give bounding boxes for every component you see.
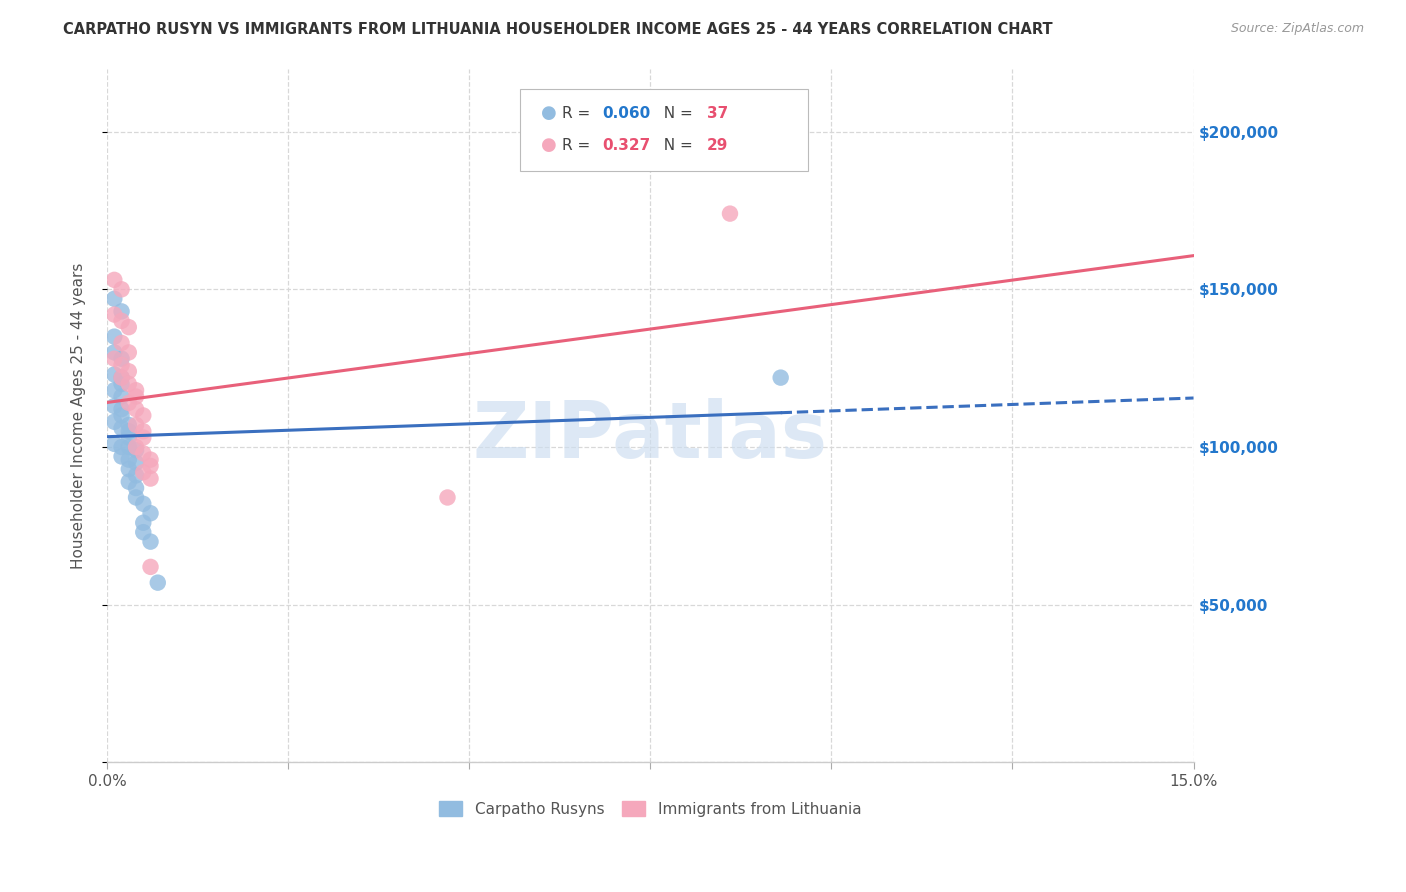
Point — [118, 364, 141, 378]
Point — [103, 308, 125, 322]
Point — [110, 351, 132, 366]
Point — [110, 440, 132, 454]
Point — [118, 417, 141, 432]
Point — [125, 383, 148, 397]
Legend: Carpatho Rusyns, Immigrants from Lithuania: Carpatho Rusyns, Immigrants from Lithuan… — [432, 793, 869, 824]
Point — [118, 462, 141, 476]
Text: CARPATHO RUSYN VS IMMIGRANTS FROM LITHUANIA HOUSEHOLDER INCOME AGES 25 - 44 YEAR: CARPATHO RUSYN VS IMMIGRANTS FROM LITHUA… — [63, 22, 1053, 37]
Point — [118, 475, 141, 489]
Point — [125, 456, 148, 470]
Point — [118, 452, 141, 467]
Text: R =: R = — [562, 138, 596, 153]
Point — [132, 431, 155, 445]
Point — [103, 292, 125, 306]
Point — [139, 560, 162, 574]
Text: 0.060: 0.060 — [602, 106, 650, 120]
Point — [110, 390, 132, 404]
Text: ●: ● — [541, 136, 557, 154]
Point — [132, 424, 155, 438]
Point — [110, 314, 132, 328]
Point — [118, 440, 141, 454]
Point — [110, 370, 132, 384]
Y-axis label: Householder Income Ages 25 - 44 years: Householder Income Ages 25 - 44 years — [72, 262, 86, 569]
Point — [718, 206, 741, 220]
Point — [110, 376, 132, 391]
Point — [132, 409, 155, 423]
Point — [125, 481, 148, 495]
Text: ●: ● — [541, 104, 557, 122]
Point — [110, 421, 132, 435]
Point — [132, 516, 155, 530]
Point — [118, 431, 141, 445]
Point — [118, 376, 141, 391]
Point — [769, 370, 792, 384]
Point — [110, 282, 132, 296]
Point — [103, 329, 125, 343]
Point — [139, 506, 162, 520]
Point — [118, 396, 141, 410]
Point — [110, 304, 132, 318]
Point — [132, 446, 155, 460]
Text: 37: 37 — [707, 106, 728, 120]
Point — [436, 491, 458, 505]
Point — [103, 437, 125, 451]
Point — [125, 390, 148, 404]
Point — [139, 534, 162, 549]
Point — [103, 273, 125, 287]
Point — [132, 525, 155, 540]
Text: N =: N = — [654, 106, 697, 120]
Point — [103, 345, 125, 359]
Point — [110, 402, 132, 417]
Point — [118, 345, 141, 359]
Text: Source: ZipAtlas.com: Source: ZipAtlas.com — [1230, 22, 1364, 36]
Text: ZIPatlas: ZIPatlas — [472, 399, 828, 475]
Point — [110, 370, 132, 384]
Point — [110, 358, 132, 372]
Point — [139, 452, 162, 467]
Point — [118, 320, 141, 334]
Point — [110, 335, 132, 350]
Point — [103, 399, 125, 413]
Point — [125, 443, 148, 458]
Point — [125, 402, 148, 417]
Point — [125, 440, 148, 454]
Text: 29: 29 — [707, 138, 728, 153]
Point — [125, 491, 148, 505]
Point — [132, 497, 155, 511]
Point — [125, 468, 148, 483]
Point — [110, 450, 132, 464]
Point — [110, 409, 132, 423]
Point — [103, 415, 125, 429]
Text: R =: R = — [562, 106, 596, 120]
Text: 0.327: 0.327 — [602, 138, 650, 153]
Point — [139, 458, 162, 473]
Text: N =: N = — [654, 138, 697, 153]
Point — [146, 575, 169, 590]
Point — [132, 465, 155, 479]
Point — [103, 383, 125, 397]
Point — [103, 368, 125, 382]
Point — [139, 472, 162, 486]
Point — [118, 424, 141, 438]
Point — [125, 417, 148, 432]
Point — [103, 351, 125, 366]
